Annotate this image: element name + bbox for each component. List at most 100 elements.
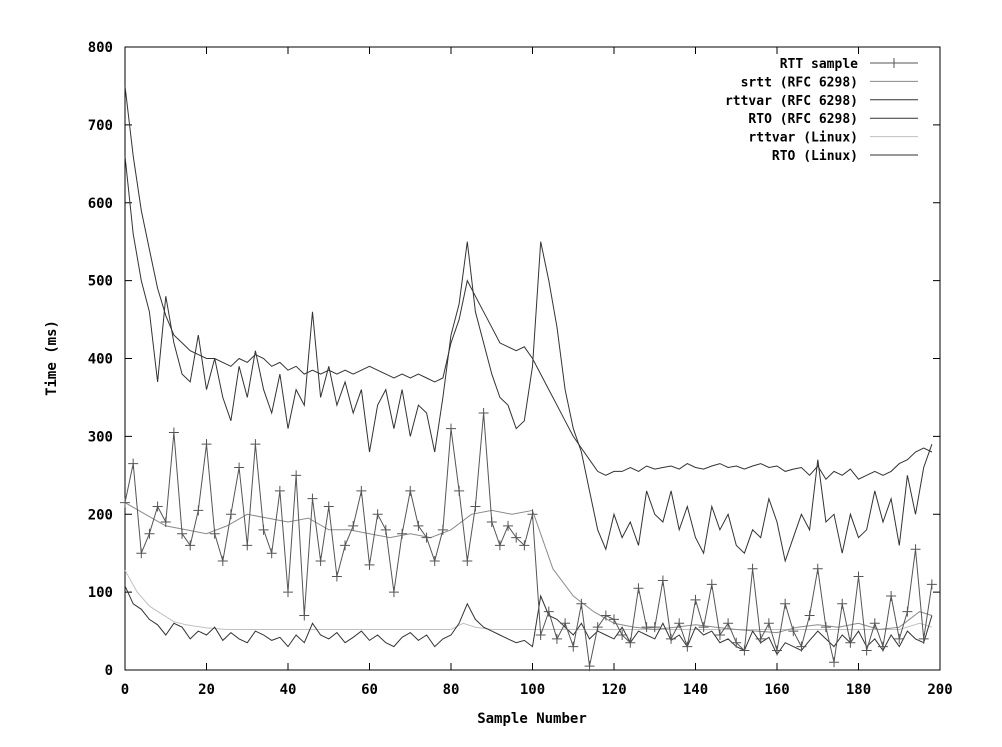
rtt-sample-point [348,520,359,531]
rtt-sample-point [421,532,432,543]
rtt-sample-point [804,610,815,621]
legend-label-rttvar-rfc-6298: rttvar (RFC 6298) [725,94,858,109]
legend-label-rtt-sample: RTT sample [780,57,858,72]
y-axis-title: Time (ms) [44,320,60,396]
series-line-rtt-sample [124,412,933,667]
series-line-rto-rfc-6298 [124,155,933,563]
x-tick-label: 200 [927,682,952,698]
rtt-sample-point [902,606,913,617]
rtt-sample-point [380,524,391,535]
y-tick-label: 0 [105,663,113,679]
x-tick-label: 100 [520,682,545,698]
rtt-sample-point [234,462,245,473]
rtt-sample-point [731,637,742,648]
rtt-sample-point [633,583,644,594]
rtt-sample-point [576,598,587,609]
rtt-sample-point [527,509,538,520]
rtt-sample-point [446,423,456,434]
rtt-sample-point [739,645,750,656]
y-tick-label: 400 [88,352,113,368]
x-axis-title: Sample Number [477,711,587,727]
series-rtt-sample [120,408,937,672]
rtt-sample-point [225,509,236,520]
rtt-sample-point [788,626,799,637]
rtt-sample-point [918,633,929,644]
rtt-sample-point [413,520,424,531]
rtt-sample-point [682,641,693,652]
y-tick-label: 700 [88,118,113,134]
rtt-sample-point [926,579,937,590]
rtt-sample-point [535,629,546,640]
series-line-rttvar-linux [124,570,933,630]
rtt-sample-point [405,485,416,496]
rtt-sample-point [829,657,840,668]
rtt-sample-point [886,591,897,602]
rtt-sample-point [543,606,554,617]
rtt-sample-point [128,458,139,469]
x-tick-label: 180 [846,682,871,698]
rtt-sample-point [258,524,269,535]
x-tick-label: 20 [198,682,215,698]
legend: RTT sample srtt (RFC 6298) rttvar (RFC 629… [725,57,918,164]
rtt-sample-point [185,540,196,551]
x-tick-label: 0 [121,682,129,698]
x-tick-label: 140 [683,682,708,698]
rtt-sample-point [144,528,155,539]
rtt-sample-point [519,540,530,551]
series-line-rto-linux [124,85,933,480]
legend-label-rto-linux: RTO (Linux) [772,149,858,164]
rtt-sample-point [470,501,481,512]
rtt-sample-point [625,637,636,648]
rtt-sample-point [478,408,489,419]
rtt-sample-point [340,540,351,551]
rtt-sample-point [861,645,872,656]
x-tick-label: 80 [443,682,460,698]
rtt-sample-point [462,555,473,566]
rtt-sample-point [201,439,212,450]
legend-label-rto-rfc-6298: RTO (RFC 6298) [748,112,858,127]
rtt-sample-point [617,629,628,640]
rtt-sample-point [869,618,880,629]
rtt-sample-point [307,493,318,504]
rtt-sample-point [796,641,807,652]
rtt-sample-point [657,575,668,586]
x-tick-label: 40 [280,682,297,698]
y-tick-label: 100 [88,585,113,601]
rtt-sample-point [437,524,448,535]
rtt-sample-point [323,501,334,512]
x-tick-label: 160 [764,682,789,698]
rtt-sample-point [780,598,791,609]
series-rto-linux [124,85,933,480]
rtt-sample-point [674,618,685,629]
rtt-sample-point [209,528,220,539]
rtt-sample-point [698,622,709,633]
rtt-sample-point [486,517,497,528]
x-tick-label: 60 [361,682,378,698]
rtt-sample-point [242,540,253,551]
series-line-rttvar-rfc-6298 [124,585,933,656]
rtt-sample-point [837,598,848,609]
rtt-sample-point [747,563,758,574]
rtt-sample-point [160,517,171,528]
rtt-sample-point [397,528,408,539]
rtt-sample-point [551,633,562,644]
series-rttvar-rfc-6298 [124,585,933,656]
x-tick-label: 120 [601,682,626,698]
rtt-sample-point [568,641,579,652]
y-tick-label: 600 [88,196,113,212]
rtt-sample-point [723,618,734,629]
rtt-sample-point [820,622,831,633]
y-tick-label: 500 [88,274,113,290]
series-rttvar-linux [124,570,933,630]
rtt-sample-point [649,622,660,633]
rtt-sample-point [763,618,774,629]
series-rto-rfc-6298 [124,155,933,563]
rtt-sample-point [755,633,766,644]
rtt-sample-point [136,548,147,559]
rtt-sample-point [331,571,342,582]
rtt-sample-point [356,485,367,496]
rtt-sample-point [299,610,310,621]
axes-layer: 0 100 200 300 400 500 600 700 800 0 20 40 60 80 100 120… [88,40,953,698]
rtt-sample-point [168,427,179,438]
